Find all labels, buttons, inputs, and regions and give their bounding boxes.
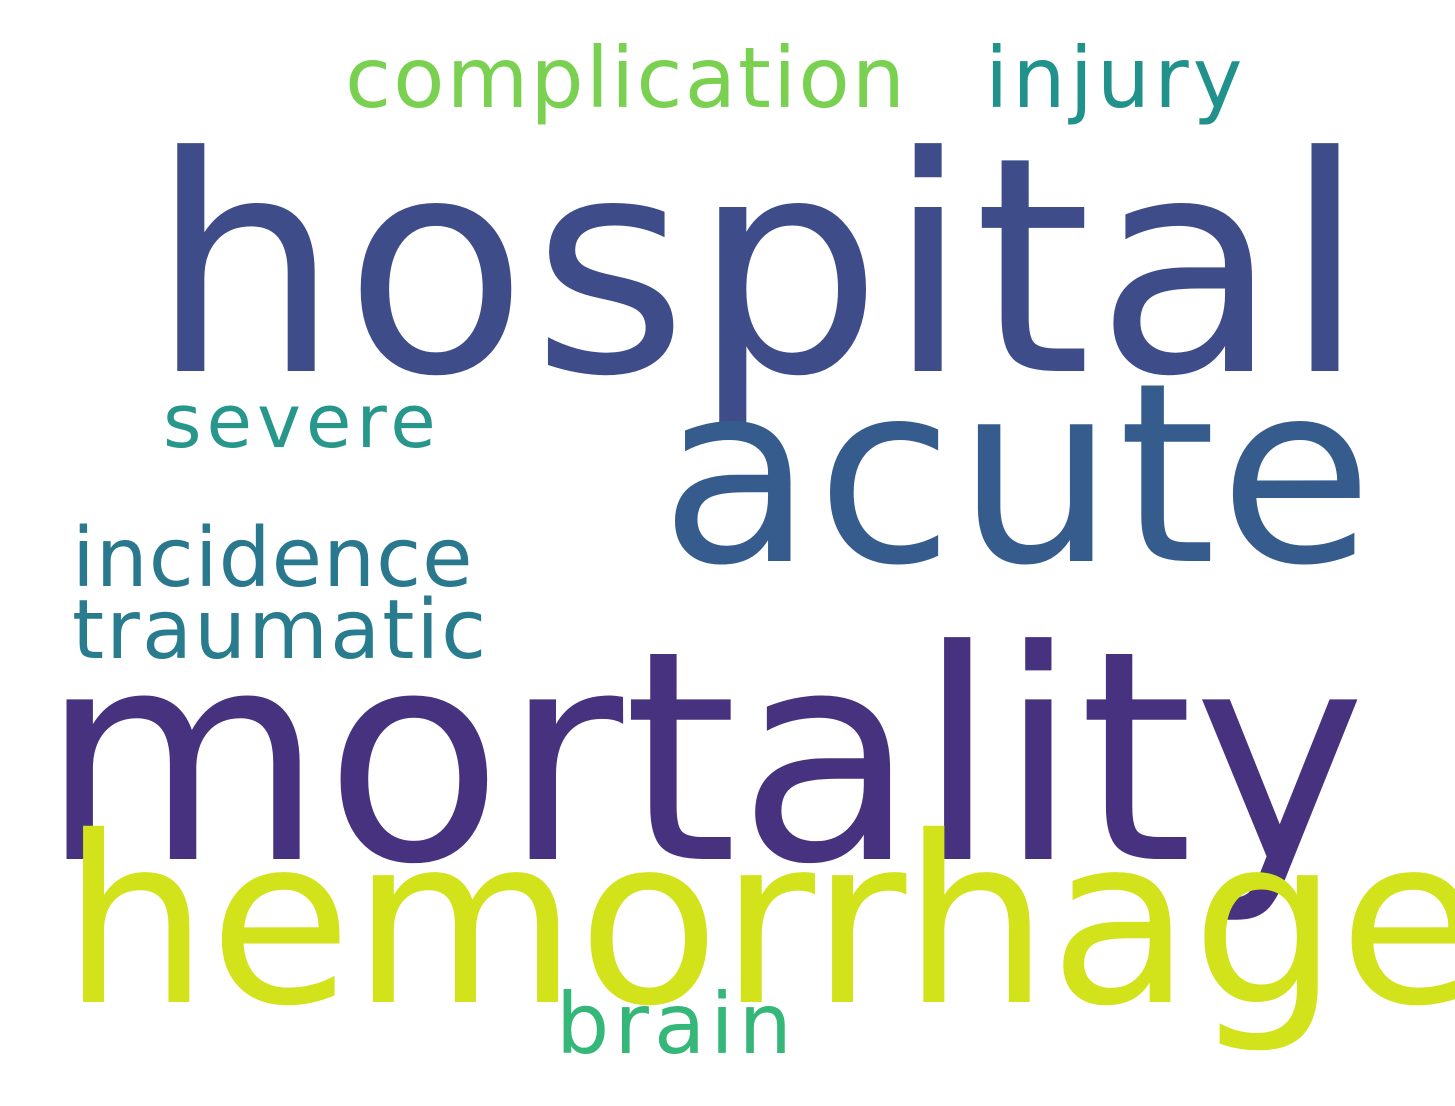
word-acute: acute — [660, 329, 1376, 620]
word-injury: injury — [985, 29, 1247, 127]
word-brain: brain — [556, 975, 797, 1073]
word-hospital: hospital — [150, 93, 1371, 442]
word-complication: complication — [345, 29, 907, 127]
word-incidence: incidence — [72, 511, 474, 606]
word-hemorrhage: hemorrhage — [62, 787, 1455, 1057]
word-mortality: mortality — [40, 588, 1367, 928]
word-traumatic: traumatic — [72, 583, 489, 678]
word-severe: severe — [163, 379, 441, 465]
